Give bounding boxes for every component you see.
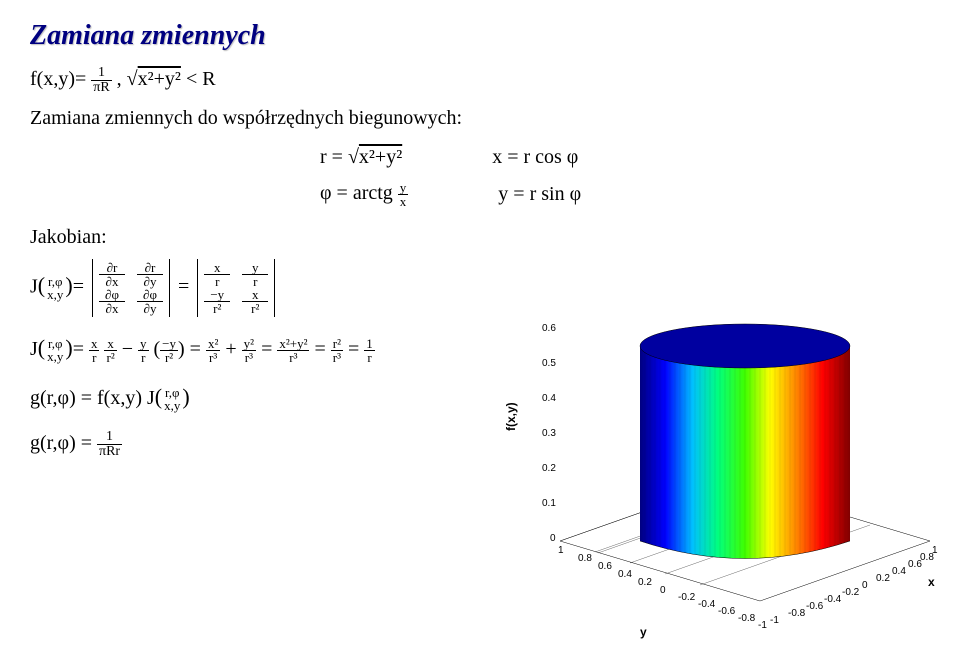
page-title: Zamiana zmiennych [30, 20, 930, 52]
eq-y: y = r sin φ [498, 183, 581, 206]
svg-text:0.4: 0.4 [542, 393, 556, 404]
svg-text:0.6: 0.6 [598, 561, 612, 572]
svg-text:-0.2: -0.2 [842, 587, 860, 598]
svg-text:0.2: 0.2 [542, 463, 556, 474]
svg-text:0: 0 [862, 580, 868, 591]
svg-text:-0.4: -0.4 [824, 594, 842, 605]
cylinder-top [640, 324, 850, 368]
x-axis-ticks: -1 -0.8 -0.6 -0.4 -0.2 0 0.2 0.4 0.6 0.8… [770, 545, 938, 626]
svg-text:0.6: 0.6 [542, 323, 556, 334]
svg-text:-0.8: -0.8 [788, 608, 806, 619]
chart-3d-cylinder: 0.6 0.5 0.4 0.3 0.2 0.1 0 f(x,y) [500, 291, 940, 641]
z-label: f(x,y) [504, 402, 518, 431]
formula-fxy: f(x,y)= 1πR , √x²+y² < R [30, 66, 930, 95]
svg-text:-1: -1 [770, 615, 779, 626]
svg-text:0.2: 0.2 [638, 577, 652, 588]
svg-text:0.4: 0.4 [618, 569, 632, 580]
cylinder-wall [640, 331, 850, 581]
svg-text:0.1: 0.1 [542, 498, 556, 509]
svg-text:1: 1 [558, 545, 564, 556]
svg-text:-1: -1 [758, 620, 767, 631]
svg-text:-0.2: -0.2 [678, 592, 696, 603]
z-axis-ticks: 0.6 0.5 0.4 0.3 0.2 0.1 0 [542, 323, 556, 544]
svg-text:0.3: 0.3 [542, 428, 556, 439]
svg-text:0.2: 0.2 [876, 573, 890, 584]
svg-text:-0.6: -0.6 [718, 606, 736, 617]
svg-text:-0.4: -0.4 [698, 599, 716, 610]
x-label: x [928, 575, 935, 589]
subtitle-polar: Zamiana zmiennych do współrzędnych biegu… [30, 107, 930, 130]
svg-text:-0.8: -0.8 [738, 613, 756, 624]
svg-text:0.8: 0.8 [578, 553, 592, 564]
eq-r: r = √x²+y² [320, 146, 402, 169]
svg-text:0.4: 0.4 [892, 566, 906, 577]
svg-text:0.5: 0.5 [542, 358, 556, 369]
eq-x: x = r cos φ [492, 146, 578, 169]
svg-text:1: 1 [932, 545, 938, 556]
jakobian-label: Jakobian: [30, 226, 930, 249]
svg-text:0: 0 [660, 585, 666, 596]
y-label: y [640, 625, 647, 639]
svg-text:0: 0 [550, 533, 556, 544]
eq-phi: φ = arctg yx [320, 181, 408, 208]
svg-text:-0.6: -0.6 [806, 601, 824, 612]
